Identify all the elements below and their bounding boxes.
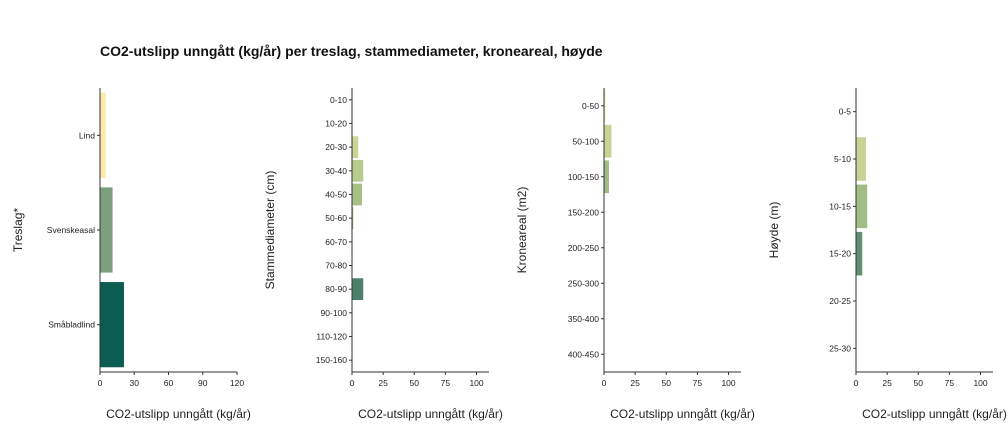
hoyde-bar-3 (856, 231, 863, 276)
stammediameter-category-label-2: 20-30 (325, 142, 347, 152)
hoyde-xlabel: CO2-utslipp unngått (kg/år) (862, 407, 1007, 421)
kroneareal-bar-0 (604, 89, 606, 123)
treslag-xtick-label-0: 0 (98, 378, 103, 388)
kroneareal-xtick-label-2: 50 (662, 378, 672, 388)
hoyde-category-label-5: 25-30 (829, 343, 851, 353)
kroneareal-category-label-7: 400-450 (568, 349, 599, 359)
stammediameter-category-label-0: 0-10 (330, 95, 347, 105)
kroneareal-xtick-label-0: 0 (602, 378, 607, 388)
kroneareal-ylabel: Kroneareal (m2) (515, 187, 529, 274)
treslag-bar-2 (100, 282, 124, 368)
chart-title: CO2-utslipp unngått (kg/år) per treslag,… (100, 43, 603, 59)
stammediameter-ylabel: Stammediameter (cm) (263, 171, 277, 290)
treslag-xlabel: CO2-utslipp unngått (kg/år) (106, 407, 251, 421)
hoyde-category-label-4: 20-25 (829, 296, 851, 306)
treslag-category-label-0: Lind (79, 130, 95, 140)
hoyde-category-label-3: 15-20 (829, 249, 851, 259)
stammediameter-category-label-9: 90-100 (321, 308, 348, 318)
hoyde-xtick-label-4: 100 (973, 378, 987, 388)
stammediameter-category-label-1: 10-20 (325, 119, 347, 129)
kroneareal-category-label-6: 350-400 (568, 314, 599, 324)
hoyde-bar-1 (856, 137, 866, 181)
kroneareal-xlabel: CO2-utslipp unngått (kg/år) (610, 407, 755, 421)
treslag-xtick-label-1: 30 (130, 378, 140, 388)
stammediameter-bar-3 (352, 159, 364, 182)
stammediameter-xtick-label-3: 75 (441, 378, 451, 388)
kroneareal-bar-1 (604, 124, 612, 158)
stammediameter-category-label-3: 30-40 (325, 166, 347, 176)
hoyde-ylabel: Høyde (m) (767, 202, 781, 259)
treslag-category-label-1: Svenskeasal (47, 225, 95, 235)
hoyde-category-label-1: 5-10 (834, 154, 851, 164)
kroneareal-category-label-2: 100-150 (568, 172, 599, 182)
hoyde-xtick-label-3: 75 (945, 378, 955, 388)
stammediameter-category-label-5: 50-60 (325, 213, 347, 223)
stammediameter-category-label-7: 70-80 (325, 261, 347, 271)
treslag-bar-1 (100, 187, 113, 273)
treslag-xtick-label-3: 90 (198, 378, 208, 388)
hoyde-xtick-label-1: 25 (882, 378, 892, 388)
hoyde-category-label-2: 10-15 (829, 201, 851, 211)
hoyde-xtick-label-2: 50 (914, 378, 924, 388)
stammediameter-xtick-label-2: 50 (410, 378, 420, 388)
kroneareal-xtick-label-3: 75 (693, 378, 703, 388)
treslag-xtick-label-2: 60 (164, 378, 174, 388)
kroneareal-category-label-4: 200-250 (568, 243, 599, 253)
stammediameter-bar-4 (352, 183, 362, 206)
stammediameter-xtick-label-0: 0 (350, 378, 355, 388)
kroneareal-xtick-label-4: 100 (721, 378, 735, 388)
stammediameter-bar-2 (352, 136, 359, 159)
treslag-xtick-label-4: 120 (230, 378, 244, 388)
kroneareal-bar-2 (604, 160, 609, 194)
stammediameter-bar-8 (352, 278, 364, 301)
kroneareal-category-label-0: 0-50 (582, 101, 599, 111)
stammediameter-bar-5 (352, 207, 354, 230)
stammediameter-xtick-label-1: 25 (378, 378, 388, 388)
treslag-category-label-2: Småbladlind (48, 320, 95, 330)
stammediameter-category-label-8: 80-90 (325, 284, 347, 294)
stammediameter-category-label-4: 40-50 (325, 190, 347, 200)
hoyde-xtick-label-0: 0 (854, 378, 859, 388)
hoyde-bar-2 (856, 184, 868, 229)
stammediameter-category-label-11: 150-160 (316, 355, 347, 365)
stammediameter-category-label-10: 110-120 (316, 332, 347, 342)
kroneareal-category-label-5: 250-300 (568, 278, 599, 288)
treslag-bar-0 (100, 92, 106, 178)
stammediameter-xtick-label-4: 100 (469, 378, 483, 388)
kroneareal-category-label-3: 150-200 (568, 207, 599, 217)
hoyde-category-label-0: 0-5 (839, 107, 852, 117)
treslag-ylabel: Treslag* (11, 208, 25, 253)
kroneareal-category-label-1: 50-100 (573, 136, 600, 146)
stammediameter-xlabel: CO2-utslipp unngått (kg/år) (358, 407, 503, 421)
stammediameter-category-label-6: 60-70 (325, 237, 347, 247)
kroneareal-xtick-label-1: 25 (630, 378, 640, 388)
